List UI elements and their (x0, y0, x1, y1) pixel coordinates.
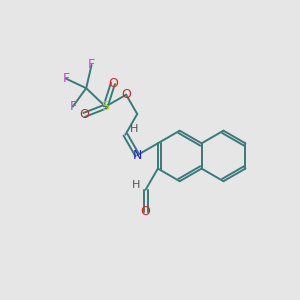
Text: O: O (141, 206, 151, 218)
Text: H: H (130, 124, 138, 134)
Text: N: N (133, 149, 142, 162)
Text: H: H (132, 180, 140, 190)
Text: F: F (88, 58, 95, 71)
Text: O: O (79, 108, 89, 122)
Text: S: S (101, 100, 110, 113)
Text: O: O (108, 77, 118, 90)
Text: F: F (69, 100, 76, 113)
Text: F: F (62, 72, 70, 85)
Text: O: O (121, 88, 131, 101)
